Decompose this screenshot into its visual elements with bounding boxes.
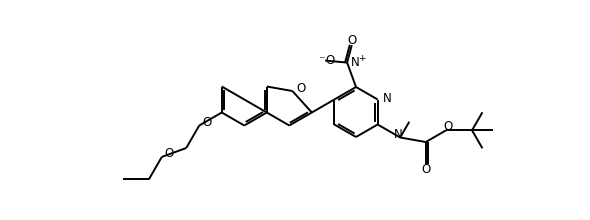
Text: O: O (165, 147, 174, 160)
Text: N: N (351, 56, 360, 69)
Text: ⁻: ⁻ (318, 54, 325, 67)
Text: +: + (358, 54, 366, 63)
Text: O: O (296, 82, 306, 95)
Text: O: O (347, 34, 356, 47)
Text: N: N (383, 92, 391, 105)
Text: O: O (421, 163, 430, 176)
Text: N: N (394, 128, 402, 141)
Text: O: O (202, 116, 211, 129)
Text: O: O (444, 120, 453, 133)
Text: O: O (326, 54, 335, 67)
